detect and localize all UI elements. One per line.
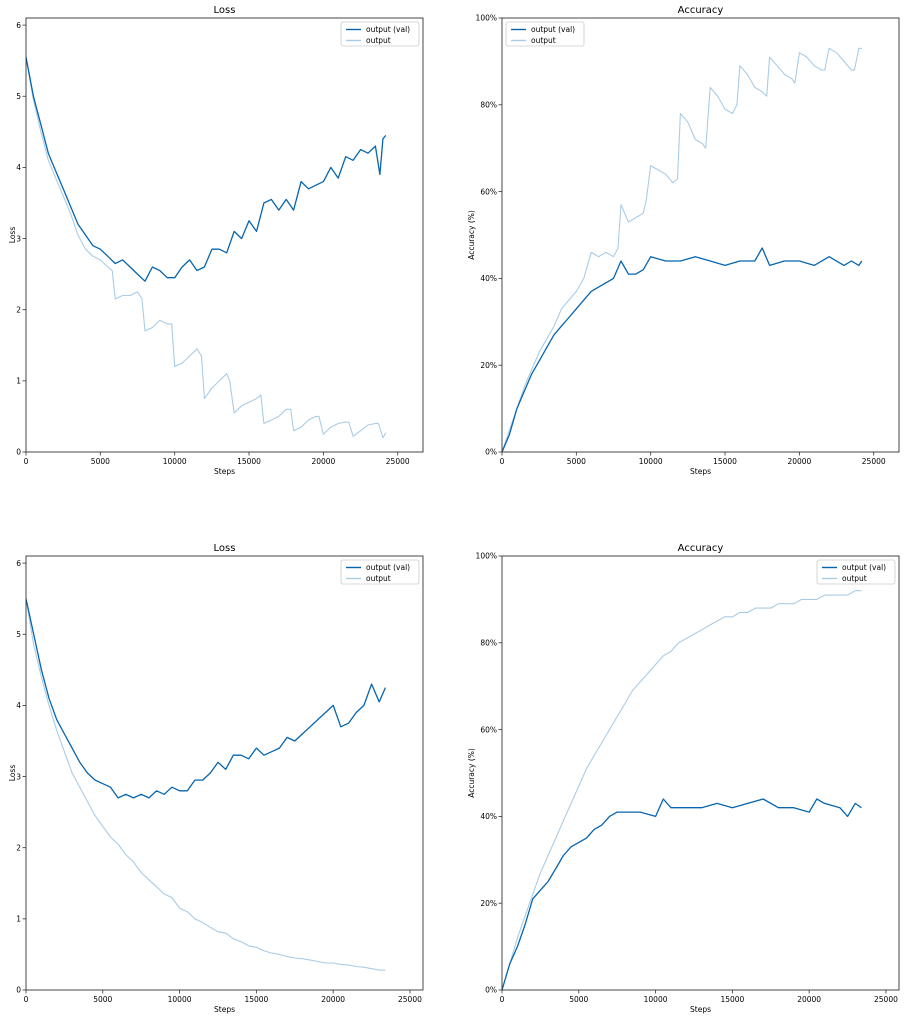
x-tick-label: 20000	[787, 457, 811, 466]
y-tick-label: 2	[16, 305, 21, 314]
legend-label: output (val)	[842, 563, 886, 572]
axes-frame	[25, 17, 424, 453]
series-output-val-line	[26, 56, 387, 282]
chart-title: Accuracy	[678, 543, 724, 554]
plot-area	[502, 47, 863, 452]
chart-accuracy-top-right: Accuracy 0 5000 10000 15000 20000 25000 0% 20% 40…	[467, 5, 900, 476]
y-tick-label: 100%	[476, 14, 497, 23]
x-tick-label: 10000	[168, 995, 192, 1004]
y-axis-label: Loss	[8, 227, 17, 244]
y-tick-label: 4	[16, 163, 21, 172]
x-tick-label: 20000	[797, 995, 821, 1004]
x-tick-label: 25000	[386, 457, 410, 466]
chart-accuracy-bottom-right: Accuracy 0 5000 10000 15000 20000 25000 0% 20% 40…	[467, 543, 900, 1014]
legend-label: output (val)	[366, 563, 410, 572]
y-tick-label: 60%	[480, 725, 497, 734]
y-tick-label: 40%	[480, 812, 497, 821]
x-tick-label: 0	[24, 995, 29, 1004]
x-tick-label: 20000	[321, 995, 345, 1004]
legend-label: output	[531, 36, 556, 45]
legend-label: output	[366, 36, 391, 45]
axes-frame	[501, 17, 900, 453]
y-tick-label: 5	[16, 92, 21, 101]
y-tick-label: 0	[16, 448, 21, 457]
legend-label: output	[842, 574, 867, 583]
y-axis-label: Loss	[8, 765, 17, 782]
legend-label: output	[366, 574, 391, 583]
legend-label: output (val)	[531, 25, 575, 34]
y-tick-label: 40%	[480, 274, 497, 283]
y-tick-label: 20%	[480, 361, 497, 370]
y-tick-label: 6	[16, 559, 21, 568]
legend: output (val) output	[340, 559, 420, 585]
axes-frame	[25, 555, 424, 991]
x-tick-label: 0	[500, 995, 505, 1004]
y-axis-label: Accuracy (%)	[467, 748, 476, 798]
y-tick-label: 1	[16, 915, 21, 924]
series-output-val-line	[502, 798, 862, 990]
x-axis-label: Steps	[214, 467, 235, 476]
chart-title: Accuracy	[678, 5, 724, 16]
x-tick-label: 5000	[569, 995, 588, 1004]
y-tick-label: 0	[16, 986, 21, 995]
x-tick-label: 10000	[163, 457, 187, 466]
y-tick-label: 3	[16, 772, 21, 781]
x-axis-label: Steps	[690, 1005, 711, 1014]
legend-label: output (val)	[366, 25, 410, 34]
series-output-line	[502, 590, 862, 990]
x-tick-label: 0	[24, 457, 29, 466]
series-output-val-line	[26, 598, 386, 799]
y-tick-label: 5	[16, 630, 21, 639]
chart-loss-bottom-left: Loss 0 5000 10000 15000 20000 25000 0 1 2 3 4 5 6 Step…	[8, 543, 424, 1014]
y-tick-label: 0%	[485, 986, 497, 995]
x-tick-label: 5000	[567, 457, 586, 466]
y-tick-label: 1	[16, 377, 21, 386]
x-tick-label: 5000	[93, 995, 112, 1004]
y-tick-label: 6	[16, 21, 21, 30]
chart-title: Loss	[214, 5, 236, 16]
x-axis-label: Steps	[690, 467, 711, 476]
y-tick-label: 0%	[485, 448, 497, 457]
y-tick-label: 80%	[480, 639, 497, 648]
x-tick-label: 10000	[644, 995, 668, 1004]
y-tick-label: 2	[16, 843, 21, 852]
x-tick-label: 0	[500, 457, 505, 466]
legend: output (val) output	[505, 21, 585, 47]
x-tick-label: 25000	[398, 995, 422, 1004]
legend: output (val) output	[816, 559, 896, 585]
plot-area	[26, 598, 386, 971]
x-tick-label: 5000	[91, 457, 110, 466]
axes-frame	[501, 555, 900, 991]
series-output-line	[26, 598, 386, 971]
plot-area	[502, 590, 862, 990]
series-output-line	[502, 47, 862, 452]
x-tick-label: 15000	[237, 457, 261, 466]
x-tick-label: 10000	[639, 457, 663, 466]
y-tick-label: 80%	[480, 101, 497, 110]
y-tick-label: 60%	[480, 187, 497, 196]
y-tick-label: 3	[16, 234, 21, 243]
series-output-line	[26, 57, 387, 439]
y-tick-label: 20%	[480, 899, 497, 908]
x-tick-label: 20000	[311, 457, 335, 466]
x-axis-label: Steps	[214, 1005, 235, 1014]
x-tick-label: 15000	[244, 995, 268, 1004]
x-tick-label: 25000	[874, 995, 898, 1004]
y-axis-label: Accuracy (%)	[467, 210, 476, 260]
x-tick-label: 15000	[720, 995, 744, 1004]
y-tick-label: 100%	[476, 552, 497, 561]
chart-title: Loss	[214, 543, 236, 554]
legend: output (val) output	[340, 21, 420, 47]
chart-loss-top-left: Loss 0 5000 10000 15000 20000 25000 0 1 2 3 4 5 6 Step…	[8, 5, 424, 476]
plot-area	[26, 56, 387, 439]
x-tick-label: 25000	[862, 457, 886, 466]
x-tick-label: 15000	[713, 457, 737, 466]
series-output-val-line	[502, 247, 863, 452]
y-tick-label: 4	[16, 701, 21, 710]
